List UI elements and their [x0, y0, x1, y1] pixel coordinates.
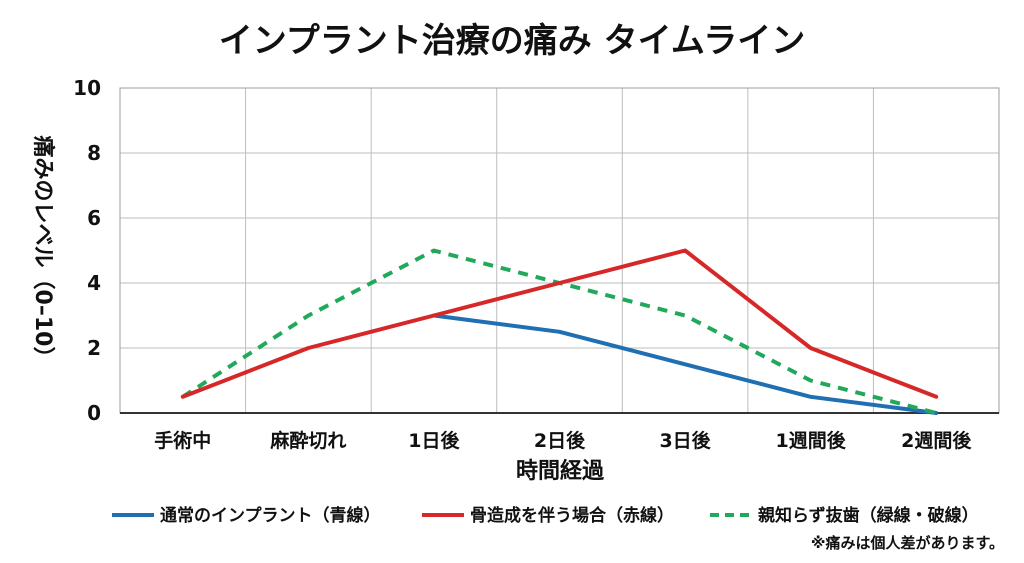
y-axis-ticks: 0 2 4 6 8 10	[73, 76, 101, 425]
chart-title: インプラント治療の痛み タイムライン	[219, 21, 805, 61]
x-axis-label: 時間経過	[516, 458, 605, 484]
legend: 通常のインプラント（青線） 骨造成を伴う場合（赤線） 親知らず抜歯（緑線・破線）	[112, 505, 979, 526]
legend-label-0: 通常のインプラント（青線）	[160, 505, 381, 526]
x-tick-label: 2週間後	[901, 429, 972, 452]
legend-label-1: 骨造成を伴う場合（赤線）	[470, 505, 674, 526]
series-lines	[180, 248, 939, 415]
x-tick-label: 3日後	[659, 429, 711, 452]
y-axis-label: 痛みのレベル（0–10）	[30, 136, 56, 369]
x-tick-label: 麻酔切れ	[269, 429, 346, 452]
x-tick-label: 手術中	[154, 429, 211, 452]
y-tick-label: 8	[87, 141, 101, 165]
x-axis-ticks: 手術中 麻酔切れ 1日後 2日後 3日後 1週間後 2週間後	[154, 429, 972, 452]
legend-label-2: 親知らず抜歯（緑線・破線）	[758, 505, 979, 526]
chart-note: ※痛みは個人差があります。	[811, 534, 1004, 552]
plot-frame	[119, 87, 1000, 414]
series-line-1	[180, 248, 939, 399]
x-tick-label: 1週間後	[776, 429, 847, 452]
x-tick-label: 2日後	[534, 429, 586, 452]
x-tick-label: 1日後	[408, 429, 460, 452]
grid	[119, 87, 1000, 414]
y-tick-label: 0	[87, 401, 101, 425]
y-tick-label: 2	[87, 336, 101, 360]
y-tick-label: 10	[73, 76, 101, 100]
y-tick-label: 4	[87, 271, 101, 295]
series-line-0	[431, 313, 939, 415]
y-tick-label: 6	[87, 206, 101, 230]
